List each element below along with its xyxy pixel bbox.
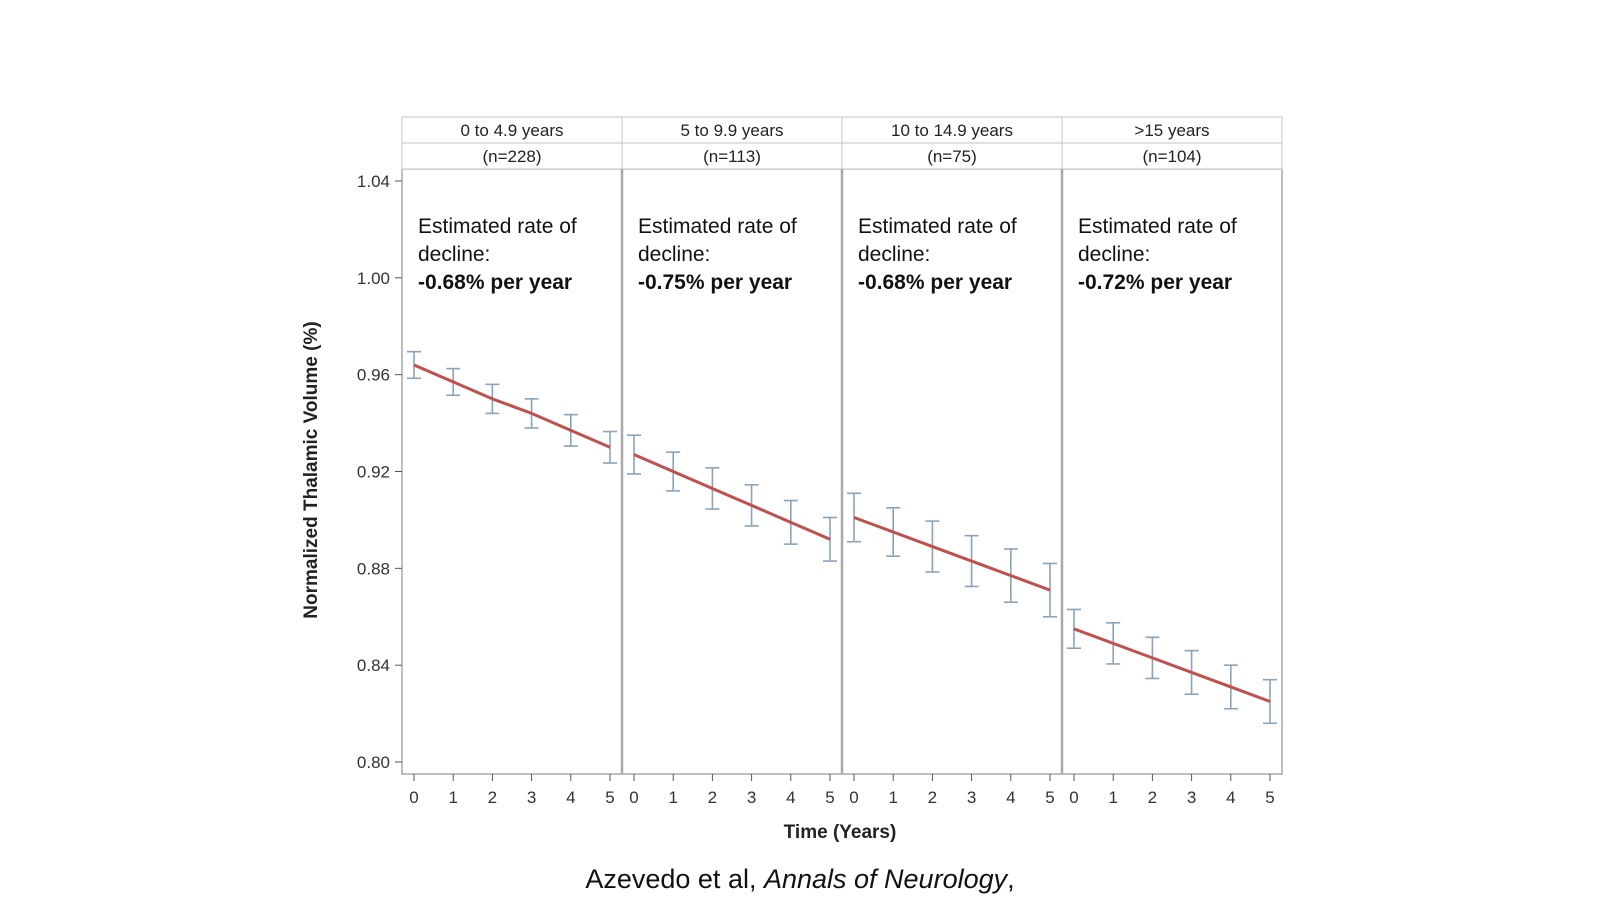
panel-n-label: (n=75) bbox=[927, 147, 977, 166]
citation: Azevedo et al, Annals of Neurology, bbox=[0, 864, 1600, 895]
x-tick-label: 2 bbox=[708, 788, 717, 807]
citation-trailing: , bbox=[1007, 864, 1015, 894]
annotation-line1: Estimated rate of bbox=[858, 215, 1017, 238]
panel-header: 5 to 9.9 years bbox=[680, 121, 783, 140]
y-tick-label: 0.84 bbox=[357, 656, 390, 675]
y-axis: 0.80 0.84 0.88 0.92 0.96 1.00 1.04 bbox=[357, 172, 402, 772]
annotation-line1: Estimated rate of bbox=[418, 215, 577, 238]
series-marks bbox=[407, 350, 1277, 725]
trend-line bbox=[633, 453, 831, 541]
annotation-line2: decline: bbox=[638, 243, 710, 266]
annotation-rate: -0.68% per year bbox=[858, 271, 1012, 294]
y-tick-label: 1.04 bbox=[357, 172, 390, 191]
x-tick-label: 3 bbox=[1187, 788, 1196, 807]
x-tick-label: 2 bbox=[928, 788, 937, 807]
x-tick-label: 5 bbox=[1265, 788, 1274, 807]
annotation-line2: decline: bbox=[418, 243, 490, 266]
x-tick-label: 4 bbox=[566, 788, 575, 807]
x-tick-label: 3 bbox=[967, 788, 976, 807]
x-tick-label: 4 bbox=[1006, 788, 1015, 807]
annotation-line1: Estimated rate of bbox=[638, 215, 797, 238]
panel-annotations: Estimated rate of decline: -0.68% per year… bbox=[418, 215, 1237, 294]
annotation-line2: decline: bbox=[858, 243, 930, 266]
annotation-rate: -0.75% per year bbox=[638, 271, 792, 294]
chart-frame bbox=[401, 116, 1283, 775]
trend-line bbox=[413, 363, 611, 449]
panel-header: 0 to 4.9 years bbox=[460, 121, 563, 140]
y-axis-label: Normalized Thalamic Volume (%) bbox=[301, 321, 322, 618]
panel-n-label: (n=113) bbox=[703, 147, 761, 166]
panel-header: >15 years bbox=[1134, 121, 1209, 140]
x-tick-label: 0 bbox=[409, 788, 418, 807]
x-tick-label: 4 bbox=[1226, 788, 1235, 807]
error-bar bbox=[1067, 608, 1081, 650]
y-tick-label: 1.00 bbox=[357, 269, 390, 288]
y-tick-label: 0.92 bbox=[357, 463, 390, 482]
x-tick-label: 1 bbox=[1108, 788, 1117, 807]
x-tick-label: 3 bbox=[747, 788, 756, 807]
x-tick-label: 3 bbox=[527, 788, 536, 807]
x-tick-label: 2 bbox=[1148, 788, 1157, 807]
x-tick-label: 5 bbox=[1045, 788, 1054, 807]
x-tick-label: 1 bbox=[888, 788, 897, 807]
annotation-rate: -0.68% per year bbox=[418, 271, 572, 294]
x-tick-label: 0 bbox=[849, 788, 858, 807]
trend-line bbox=[1073, 627, 1271, 703]
panel-n-label: (n=104) bbox=[1142, 147, 1201, 166]
x-axis-label: Time (Years) bbox=[784, 822, 897, 843]
annotation-line1: Estimated rate of bbox=[1078, 215, 1237, 238]
panel-headers: 0 to 4.9 years (n=228) 5 to 9.9 years (n=11… bbox=[460, 121, 1209, 166]
x-tick-label: 0 bbox=[1069, 788, 1078, 807]
annotation-rate: -0.72% per year bbox=[1078, 271, 1232, 294]
annotation-line2: decline: bbox=[1078, 243, 1150, 266]
x-tick-label: 5 bbox=[605, 788, 614, 807]
x-tick-label: 1 bbox=[448, 788, 457, 807]
x-tick-label: 4 bbox=[786, 788, 795, 807]
y-tick-label: 0.96 bbox=[357, 366, 390, 385]
x-tick-label: 0 bbox=[629, 788, 638, 807]
citation-journal: Annals of Neurology bbox=[763, 864, 1008, 894]
x-tick-label: 5 bbox=[825, 788, 834, 807]
x-tick-label: 1 bbox=[668, 788, 677, 807]
panel-header: 10 to 14.9 years bbox=[891, 121, 1013, 140]
panel-n-label: (n=228) bbox=[482, 147, 541, 166]
x-tick-label: 2 bbox=[488, 788, 497, 807]
y-tick-label: 0.88 bbox=[357, 559, 390, 578]
citation-authors: Azevedo et al, bbox=[585, 864, 764, 894]
y-tick-label: 0.80 bbox=[357, 753, 390, 772]
trend-line bbox=[853, 516, 1051, 592]
